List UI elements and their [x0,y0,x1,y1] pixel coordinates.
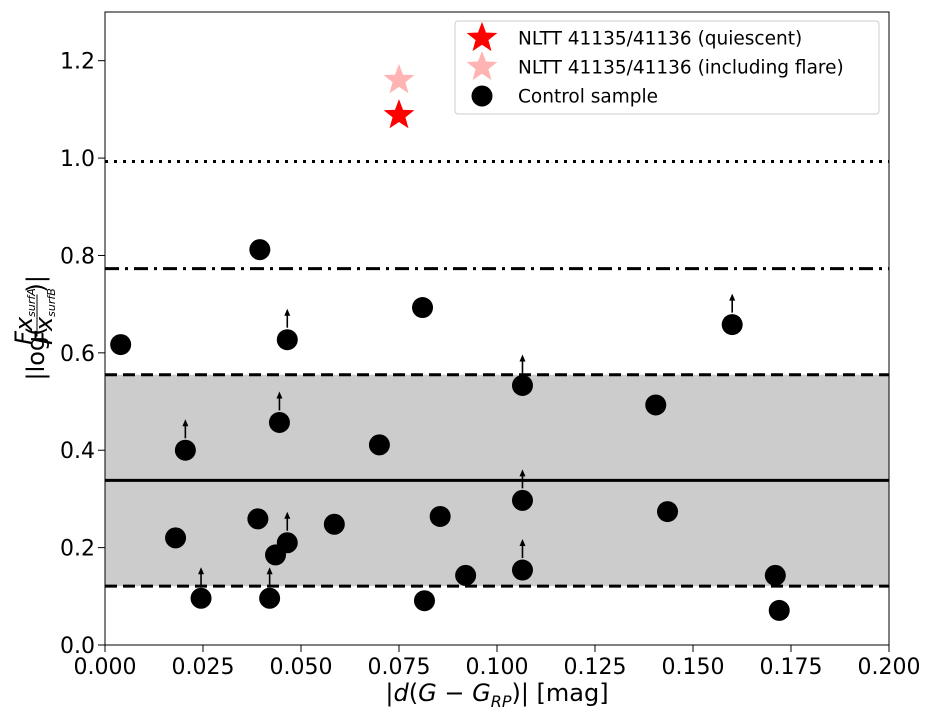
legend-marker-star [466,21,498,52]
control-sample-point [247,508,269,530]
star-point-quiescent [383,99,415,129]
lower-limit-arrow-head [276,391,283,399]
star-point-flare [383,64,415,94]
legend-entry-label: Control sample [518,87,658,108]
control-sample-point [645,394,667,416]
control-sample-point [413,590,435,612]
lower-limit-arrow-head [729,293,736,301]
lower-limit-arrow-head [266,567,273,575]
y-tick-label: 0.2 [60,537,95,562]
x-tick-label: 0.200 [858,655,921,680]
x-tick-label: 0.150 [662,655,725,680]
control-sample-point [276,329,298,351]
legend-entry-label: NLTT 41135/41136 (including flare) [518,58,844,79]
y-axis-label: |log( FxsurfA FxsurfB )| [10,275,58,380]
x-axis-label-part: )| [mag] [511,679,608,707]
lower-limit-arrow-head [182,419,189,427]
control-sample-point [511,489,533,511]
control-sample-point [323,513,345,535]
y-tick-label: 0.6 [60,342,95,367]
lower-limit-arrow-head [284,308,291,316]
x-axis-label-part: RP [491,692,512,711]
control-sample-point [429,505,451,527]
y-axis-label-denominator: FxsurfB [30,288,58,345]
lower-limit-arrow-head [198,567,205,575]
y-tick-label: 0.0 [60,634,95,659]
control-sample-point [764,564,786,586]
control-sample-point [768,599,790,621]
x-tick-label: 0.125 [564,655,627,680]
lower-limit-arrow-head [284,511,291,519]
control-sample-point [174,439,196,461]
control-sample-point [721,314,743,336]
legend-entry-label: NLTT 41135/41136 (quiescent) [518,29,802,50]
x-axis-label-part: − [437,679,472,707]
x-axis-label-part: d [394,679,410,707]
y-axis-label-bar-left: |log( [22,326,50,380]
y-tick-label: 0.4 [60,439,95,464]
control-sample-point [412,297,434,319]
x-tick-label: 0.100 [466,655,529,680]
lower-limit-arrow-head [519,354,526,362]
y-axis-label-numerator: FxsurfA [10,288,38,345]
lower-limit-arrow-head [519,539,526,547]
control-sample-point [165,527,187,549]
data-points-layer [110,64,790,621]
x-tick-label: 0.025 [172,655,235,680]
legend-marker-star [466,50,498,81]
control-sample-point [268,411,290,433]
legend-box [454,20,880,115]
lower-limit-arrow-head [519,469,526,477]
y-tick-label: 1.0 [60,147,95,172]
x-axis-label-part: ( [409,679,418,707]
y-tick-label: 0.8 [60,244,95,269]
x-tick-label: 0.050 [270,655,333,680]
control-sample-point [110,334,132,356]
axis-ticks-layer: 0.000 0.025 0.050 0.075 0.100 0.125 0.150 0.175… [60,50,920,680]
legend-marker-circle [471,85,493,107]
control-sample-point [249,239,271,261]
x-axis-label-part: G [472,679,491,707]
control-sample-point [455,564,477,586]
control-sample-point [368,434,390,456]
control-sample-point [276,532,298,554]
x-axis-label-part: G [418,679,437,707]
legend: NLTT 41135/41136 (quiescent) NLTT 41135/4… [454,20,880,115]
control-sample-point [511,559,533,581]
y-tick-label: 1.2 [60,50,95,75]
control-sample-point [259,587,281,609]
control-sample-point [657,501,679,523]
control-sample-point [190,587,212,609]
x-axis-label: |d(G − GRP)| [mag] [385,679,608,711]
x-tick-label: 0.175 [760,655,823,680]
control-sample-point [511,374,533,396]
x-axis-label-part: | [385,679,393,707]
y-axis-label-bar-right: )| [22,275,50,292]
x-tick-label: 0.000 [74,655,137,680]
x-tick-label: 0.075 [368,655,431,680]
reference-lines-layer [105,159,889,588]
